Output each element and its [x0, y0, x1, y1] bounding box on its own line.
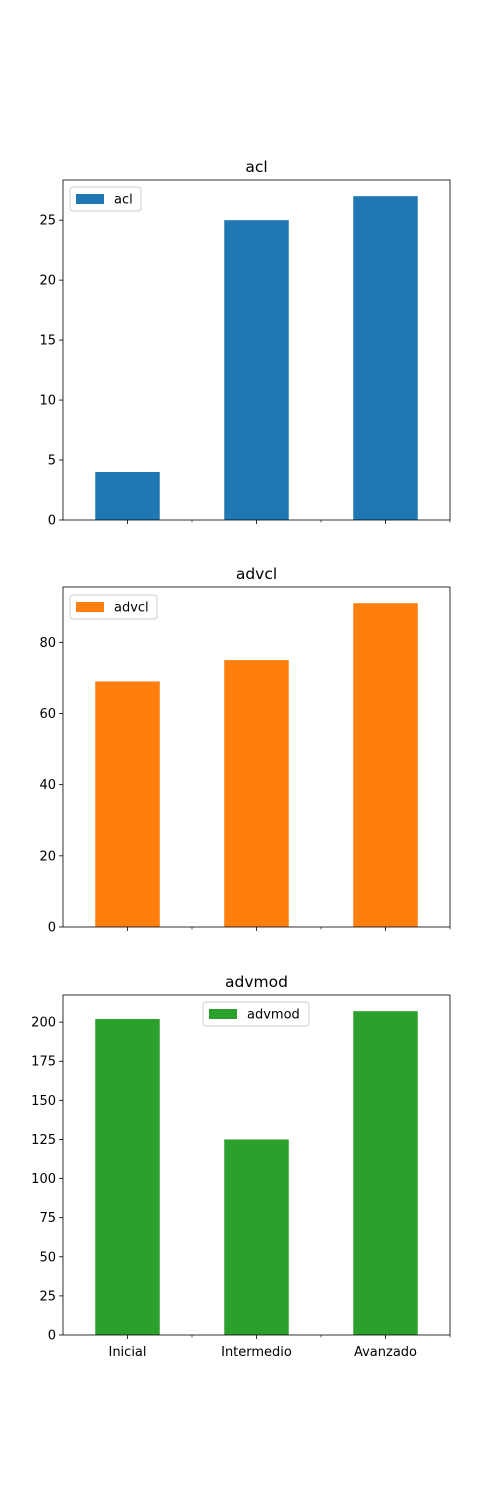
chart-3-bar-inicial [95, 1019, 160, 1335]
chart-1-bar-avanzado [353, 196, 418, 520]
chart-3-y-tick-label: 125 [31, 1133, 56, 1148]
chart-2-y-tick-label: 60 [39, 707, 56, 722]
chart-3-y-tick-label: 25 [39, 1289, 56, 1304]
chart-3-y-tick-label: 150 [31, 1094, 56, 1109]
chart-2-legend-label: advcl [114, 601, 149, 616]
chart-2-y-tick-label: 80 [39, 636, 56, 651]
chart-1-title: acl [245, 158, 267, 176]
chart-1-y-tick-label: 20 [39, 274, 56, 289]
chart-1-legend-box [69, 186, 142, 212]
chart-2-y-tick-label: 40 [39, 778, 56, 793]
chart-1-bar-inicial [95, 472, 160, 520]
chart-2-y-tick-label: 0 [48, 921, 56, 936]
chart-2-legend-swatch [76, 602, 104, 612]
chart-3-y-tick-label: 0 [48, 1329, 56, 1344]
chart-3-y-tick-label: 50 [39, 1250, 56, 1265]
chart-3-y-tick-label: 100 [31, 1172, 56, 1187]
chart-2-title: advcl [236, 565, 277, 583]
chart-3-legend-swatch [209, 1009, 237, 1019]
chart-3-legend-label: advmod [247, 1008, 300, 1023]
chart-1-legend-label: acl [114, 193, 133, 208]
chart-2-y-tick-label: 20 [39, 849, 56, 864]
chart-3-y-tick-label: 175 [31, 1055, 56, 1070]
chart-1-y-tick-label: 5 [48, 454, 56, 469]
chart-3-y-tick-label: 75 [39, 1211, 56, 1226]
chart-3-x-tick-label: Avanzado [354, 1345, 417, 1360]
chart-3-bar-avanzado [353, 1011, 418, 1335]
chart-1-y-tick-label: 0 [48, 514, 56, 529]
chart-3-y-tick-label: 200 [31, 1016, 56, 1031]
chart-1-y-tick-label: 10 [39, 394, 56, 409]
chart-3-bar-intermedio [224, 1139, 289, 1335]
chart-3-x-tick-label: Inicial [108, 1345, 146, 1360]
chart-2-bar-intermedio [224, 660, 289, 927]
chart-2-bar-avanzado [353, 603, 418, 927]
chart-1-bar-intermedio [224, 220, 289, 520]
chart-3-legend-box [202, 1001, 310, 1027]
chart-3-title: advmod [225, 973, 288, 991]
chart-1-y-tick-label: 25 [39, 214, 56, 229]
chart-2-legend-box [69, 594, 158, 620]
chart-2-bar-inicial [95, 681, 160, 927]
chart-3-x-tick-label: Intermedio [221, 1345, 292, 1360]
chart-1-legend-swatch [76, 194, 104, 204]
chart-1-y-tick-label: 15 [39, 334, 56, 349]
